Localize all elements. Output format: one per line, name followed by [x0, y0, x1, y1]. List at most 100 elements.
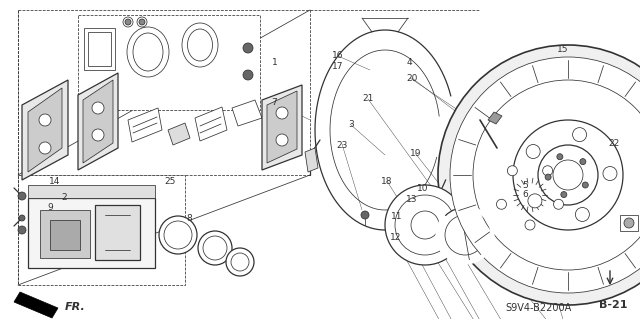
Text: FR.: FR.: [65, 302, 86, 312]
Circle shape: [557, 154, 563, 160]
Circle shape: [582, 182, 588, 188]
Circle shape: [553, 160, 583, 190]
Text: 25: 25: [164, 177, 175, 186]
Ellipse shape: [385, 185, 465, 265]
Circle shape: [512, 177, 548, 213]
Polygon shape: [40, 210, 90, 258]
Circle shape: [603, 167, 617, 181]
Circle shape: [497, 199, 506, 209]
Text: 5: 5: [522, 181, 527, 189]
Text: 14: 14: [49, 177, 60, 186]
Ellipse shape: [133, 33, 163, 71]
Circle shape: [18, 226, 26, 234]
Polygon shape: [83, 80, 113, 163]
Text: 20: 20: [406, 74, 418, 83]
Circle shape: [525, 220, 535, 230]
Circle shape: [137, 17, 147, 27]
Circle shape: [125, 19, 131, 25]
Ellipse shape: [438, 207, 493, 263]
Circle shape: [243, 70, 253, 80]
Text: 3: 3: [348, 120, 353, 129]
Circle shape: [492, 157, 568, 233]
Polygon shape: [78, 73, 118, 170]
Circle shape: [123, 17, 133, 27]
Text: 19: 19: [410, 149, 422, 158]
Text: 17: 17: [332, 63, 344, 71]
Polygon shape: [232, 100, 262, 126]
Circle shape: [526, 145, 540, 159]
Circle shape: [624, 218, 634, 228]
Circle shape: [276, 134, 288, 146]
Circle shape: [580, 159, 586, 165]
Text: 21: 21: [362, 94, 374, 103]
Circle shape: [438, 45, 640, 305]
Circle shape: [18, 192, 26, 200]
Polygon shape: [168, 123, 190, 145]
Polygon shape: [95, 205, 140, 260]
Bar: [78, 15, 260, 110]
Circle shape: [139, 19, 145, 25]
Text: 18: 18: [381, 177, 393, 186]
Polygon shape: [28, 198, 155, 268]
Text: S9V4-B2200A: S9V4-B2200A: [505, 303, 572, 313]
Polygon shape: [18, 175, 185, 285]
Polygon shape: [28, 88, 62, 172]
Polygon shape: [88, 32, 111, 66]
Circle shape: [276, 107, 288, 119]
Polygon shape: [128, 108, 162, 142]
Text: 6: 6: [522, 190, 527, 199]
Text: 1: 1: [273, 58, 278, 67]
Text: 7: 7: [271, 98, 276, 107]
Polygon shape: [488, 112, 502, 124]
Ellipse shape: [159, 216, 197, 254]
Polygon shape: [22, 80, 68, 180]
Circle shape: [92, 129, 104, 141]
Polygon shape: [195, 107, 227, 141]
Circle shape: [450, 57, 640, 293]
Ellipse shape: [127, 27, 169, 77]
Circle shape: [538, 145, 598, 205]
Text: 13: 13: [406, 195, 417, 204]
Text: 4: 4: [407, 58, 412, 67]
Polygon shape: [262, 85, 302, 170]
Circle shape: [554, 199, 564, 209]
Text: 23: 23: [336, 141, 348, 150]
Polygon shape: [28, 185, 155, 198]
Circle shape: [513, 120, 623, 230]
Circle shape: [545, 174, 551, 180]
Circle shape: [480, 145, 580, 245]
Text: 16: 16: [332, 51, 344, 60]
Polygon shape: [50, 220, 80, 250]
Circle shape: [361, 211, 369, 219]
Polygon shape: [18, 10, 310, 175]
Text: 11: 11: [391, 212, 403, 221]
Circle shape: [92, 102, 104, 114]
Circle shape: [508, 166, 517, 176]
Text: 15: 15: [557, 45, 569, 54]
Text: 10: 10: [417, 184, 428, 193]
Ellipse shape: [226, 248, 254, 276]
Circle shape: [473, 80, 640, 270]
Ellipse shape: [198, 231, 232, 265]
Ellipse shape: [182, 23, 218, 67]
Text: 12: 12: [390, 233, 401, 242]
Ellipse shape: [231, 253, 249, 271]
Circle shape: [39, 114, 51, 126]
Ellipse shape: [395, 195, 455, 255]
Circle shape: [39, 142, 51, 154]
Text: 22: 22: [609, 139, 620, 148]
Ellipse shape: [411, 211, 439, 239]
Polygon shape: [305, 148, 318, 172]
Polygon shape: [267, 91, 297, 163]
Bar: [620, 215, 638, 231]
Ellipse shape: [203, 236, 227, 260]
Polygon shape: [84, 28, 115, 70]
Text: 2: 2: [61, 193, 67, 202]
Ellipse shape: [445, 215, 485, 255]
Text: B-21: B-21: [599, 300, 627, 310]
Circle shape: [561, 192, 567, 197]
Circle shape: [528, 194, 542, 208]
Text: 9: 9: [47, 203, 52, 212]
Circle shape: [543, 166, 552, 176]
Circle shape: [19, 215, 25, 221]
